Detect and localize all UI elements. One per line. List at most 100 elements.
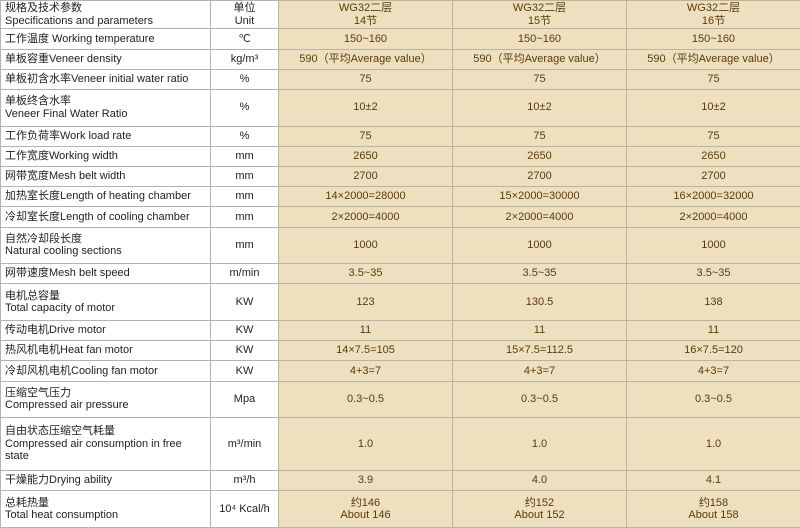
table-row: 单板容重Veneer densitykg/m³590（平均Average val… — [1, 49, 800, 69]
cell-v2: 75 — [453, 126, 627, 146]
cell-param: 干燥能力Drying ability — [1, 471, 211, 491]
cell-param: 工作宽度Working width — [1, 146, 211, 166]
cell-v3: 138 — [627, 284, 800, 321]
cell-v1: 3.5~35 — [279, 264, 453, 284]
cell-param: 冷却风机电机Cooling fan motor — [1, 361, 211, 381]
cell-v1: 14×2000=28000 — [279, 187, 453, 207]
cell-v2: 1000 — [453, 227, 627, 264]
cell-unit: KW — [211, 320, 279, 340]
cell-v2: 0.3~0.5 — [453, 381, 627, 418]
cell-v3: 2650 — [627, 146, 800, 166]
cell-unit: mm — [211, 146, 279, 166]
cell-param: 单板初含水率Veneer initial water ratio — [1, 69, 211, 89]
cell-v3: 150~160 — [627, 29, 800, 49]
cell-v3: 16×7.5=120 — [627, 341, 800, 361]
hdr-col3: WG32二层16节 — [627, 1, 800, 29]
cell-v1: 75 — [279, 69, 453, 89]
cell-v1: 2×2000=4000 — [279, 207, 453, 227]
cell-v2: 15×2000=30000 — [453, 187, 627, 207]
cell-unit: mm — [211, 166, 279, 186]
cell-v3: 约158About 158 — [627, 491, 800, 528]
cell-param: 自由状态压缩空气耗量Compressed air consumption in … — [1, 418, 211, 471]
cell-param: 工作负荷率Work load rate — [1, 126, 211, 146]
table-row: 冷却室长度Length of cooling chambermm2×2000=4… — [1, 207, 800, 227]
cell-param: 电机总容量Total capacity of motor — [1, 284, 211, 321]
cell-v3: 4+3=7 — [627, 361, 800, 381]
cell-v3: 4.1 — [627, 471, 800, 491]
cell-v1: 150~160 — [279, 29, 453, 49]
cell-v2: 590（平均Average value） — [453, 49, 627, 69]
table-row: 热风机电机Heat fan motorKW14×7.5=10515×7.5=11… — [1, 341, 800, 361]
hdr-param: 规格及技术参数Specifications and parameters — [1, 1, 211, 29]
table-row: 工作宽度Working widthmm265026502650 — [1, 146, 800, 166]
cell-v2: 11 — [453, 320, 627, 340]
cell-unit: KW — [211, 341, 279, 361]
cell-param: 压缩空气压力Compressed air pressure — [1, 381, 211, 418]
cell-v1: 10±2 — [279, 89, 453, 126]
cell-unit: kg/m³ — [211, 49, 279, 69]
spec-table: 规格及技术参数Specifications and parameters 单位U… — [0, 0, 800, 528]
cell-v3: 10±2 — [627, 89, 800, 126]
cell-v1: 75 — [279, 126, 453, 146]
cell-v1: 约146About 146 — [279, 491, 453, 528]
cell-unit: m³/min — [211, 418, 279, 471]
cell-v3: 1000 — [627, 227, 800, 264]
cell-v3: 0.3~0.5 — [627, 381, 800, 418]
cell-unit: Mpa — [211, 381, 279, 418]
cell-v2: 4+3=7 — [453, 361, 627, 381]
table-row: 网带速度Mesh belt speedm/min3.5~353.5~353.5~… — [1, 264, 800, 284]
cell-v2: 150~160 — [453, 29, 627, 49]
cell-param: 自然冷却段长度Natural cooling sections — [1, 227, 211, 264]
cell-v2: 2700 — [453, 166, 627, 186]
cell-v1: 11 — [279, 320, 453, 340]
hdr-unit: 单位Unit — [211, 1, 279, 29]
cell-v3: 3.5~35 — [627, 264, 800, 284]
table-header-row: 规格及技术参数Specifications and parameters 单位U… — [1, 1, 800, 29]
cell-unit: KW — [211, 361, 279, 381]
cell-v1: 14×7.5=105 — [279, 341, 453, 361]
cell-v1: 590（平均Average value） — [279, 49, 453, 69]
table-body: 工作温度 Working temperature℃150~160150~1601… — [1, 29, 800, 528]
cell-v1: 123 — [279, 284, 453, 321]
table-row: 工作温度 Working temperature℃150~160150~1601… — [1, 29, 800, 49]
cell-v3: 1.0 — [627, 418, 800, 471]
cell-param: 单板终含水率Veneer Final Water Ratio — [1, 89, 211, 126]
cell-param: 热风机电机Heat fan motor — [1, 341, 211, 361]
table-row: 总耗热量Total heat consumption10⁴ Kcal/h约146… — [1, 491, 800, 528]
cell-v3: 75 — [627, 69, 800, 89]
cell-v3: 2700 — [627, 166, 800, 186]
cell-param: 总耗热量Total heat consumption — [1, 491, 211, 528]
cell-v1: 2650 — [279, 146, 453, 166]
cell-v2: 3.5~35 — [453, 264, 627, 284]
cell-v2: 10±2 — [453, 89, 627, 126]
cell-unit: mm — [211, 187, 279, 207]
cell-v2: 130.5 — [453, 284, 627, 321]
cell-param: 传动电机Drive motor — [1, 320, 211, 340]
cell-unit: % — [211, 89, 279, 126]
cell-unit: mm — [211, 207, 279, 227]
table-row: 自然冷却段长度Natural cooling sectionsmm1000100… — [1, 227, 800, 264]
cell-param: 冷却室长度Length of cooling chamber — [1, 207, 211, 227]
cell-unit: % — [211, 126, 279, 146]
spec-table-container: 规格及技术参数Specifications and parameters 单位U… — [0, 0, 800, 528]
cell-v2: 4.0 — [453, 471, 627, 491]
cell-param: 网带速度Mesh belt speed — [1, 264, 211, 284]
cell-unit: KW — [211, 284, 279, 321]
cell-unit: 10⁴ Kcal/h — [211, 491, 279, 528]
cell-v3: 75 — [627, 126, 800, 146]
table-row: 自由状态压缩空气耗量Compressed air consumption in … — [1, 418, 800, 471]
cell-unit: m/min — [211, 264, 279, 284]
table-row: 电机总容量Total capacity of motorKW123130.513… — [1, 284, 800, 321]
cell-v2: 约152About 152 — [453, 491, 627, 528]
cell-param: 工作温度 Working temperature — [1, 29, 211, 49]
hdr-col2: WG32二层15节 — [453, 1, 627, 29]
cell-unit: % — [211, 69, 279, 89]
cell-v1: 2700 — [279, 166, 453, 186]
cell-v1: 4+3=7 — [279, 361, 453, 381]
cell-v3: 2×2000=4000 — [627, 207, 800, 227]
hdr-col1: WG32二层14节 — [279, 1, 453, 29]
cell-v2: 75 — [453, 69, 627, 89]
table-row: 传动电机Drive motorKW111111 — [1, 320, 800, 340]
cell-param: 加热室长度Length of heating chamber — [1, 187, 211, 207]
cell-v2: 1.0 — [453, 418, 627, 471]
